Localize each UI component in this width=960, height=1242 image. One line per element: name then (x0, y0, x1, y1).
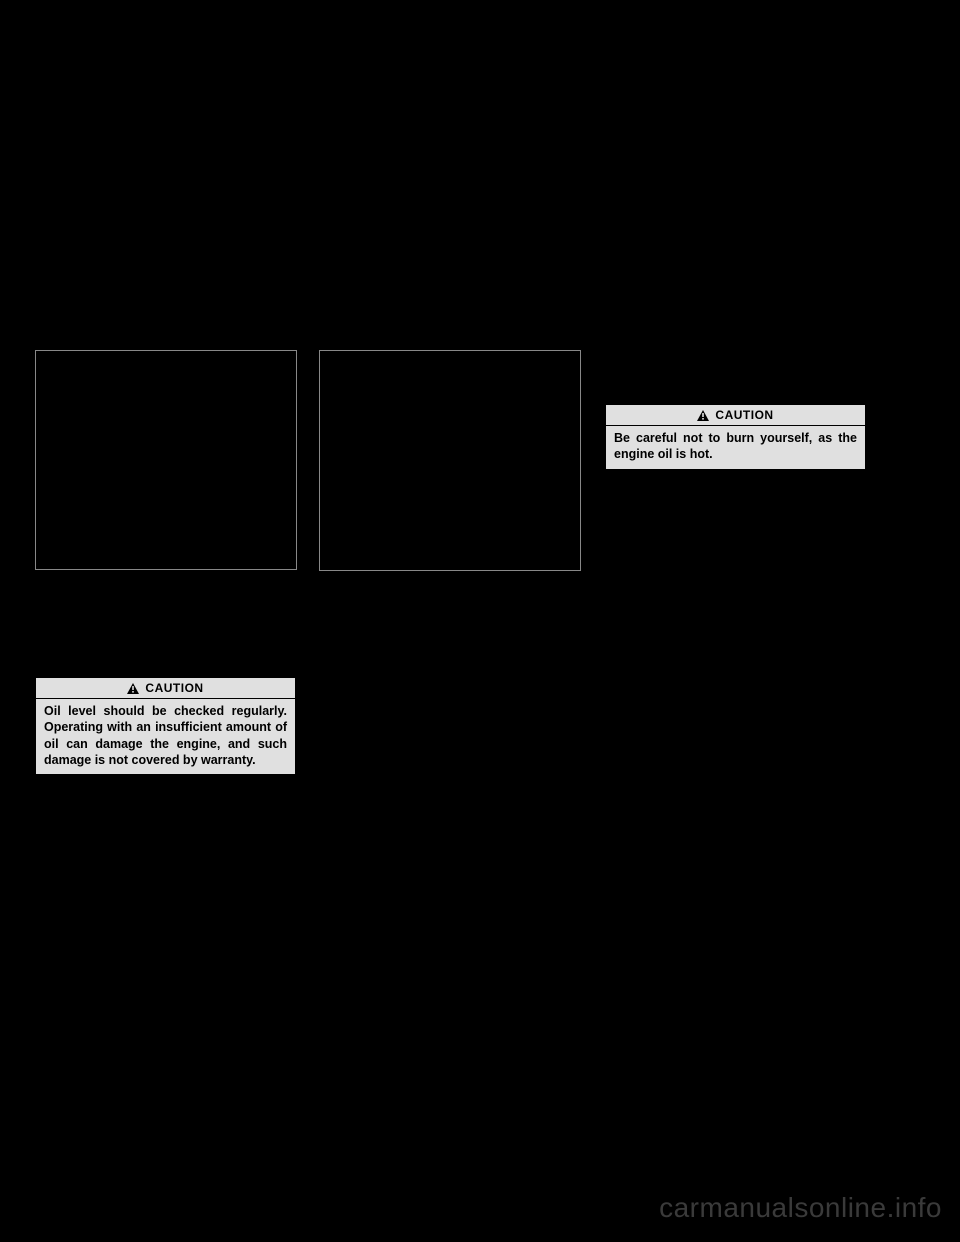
caution-body-text: Oil level should be checked regularly. O… (36, 699, 295, 774)
caution-box-oil-level: CAUTION Oil level should be checked regu… (35, 677, 296, 775)
caution-body-text: Be careful not to burn yourself, as the … (606, 426, 865, 469)
warning-triangle-icon (127, 683, 139, 694)
illustration-frame-right (319, 350, 581, 571)
caution-title: CAUTION (715, 408, 773, 422)
caution-box-burn-warning: CAUTION Be careful not to burn yourself,… (605, 404, 866, 470)
caution-header: CAUTION (36, 678, 295, 699)
watermark-text: carmanualsonline.info (659, 1192, 942, 1224)
illustration-frame-left (35, 350, 297, 570)
caution-title: CAUTION (145, 681, 203, 695)
warning-triangle-icon (697, 410, 709, 421)
caution-header: CAUTION (606, 405, 865, 426)
